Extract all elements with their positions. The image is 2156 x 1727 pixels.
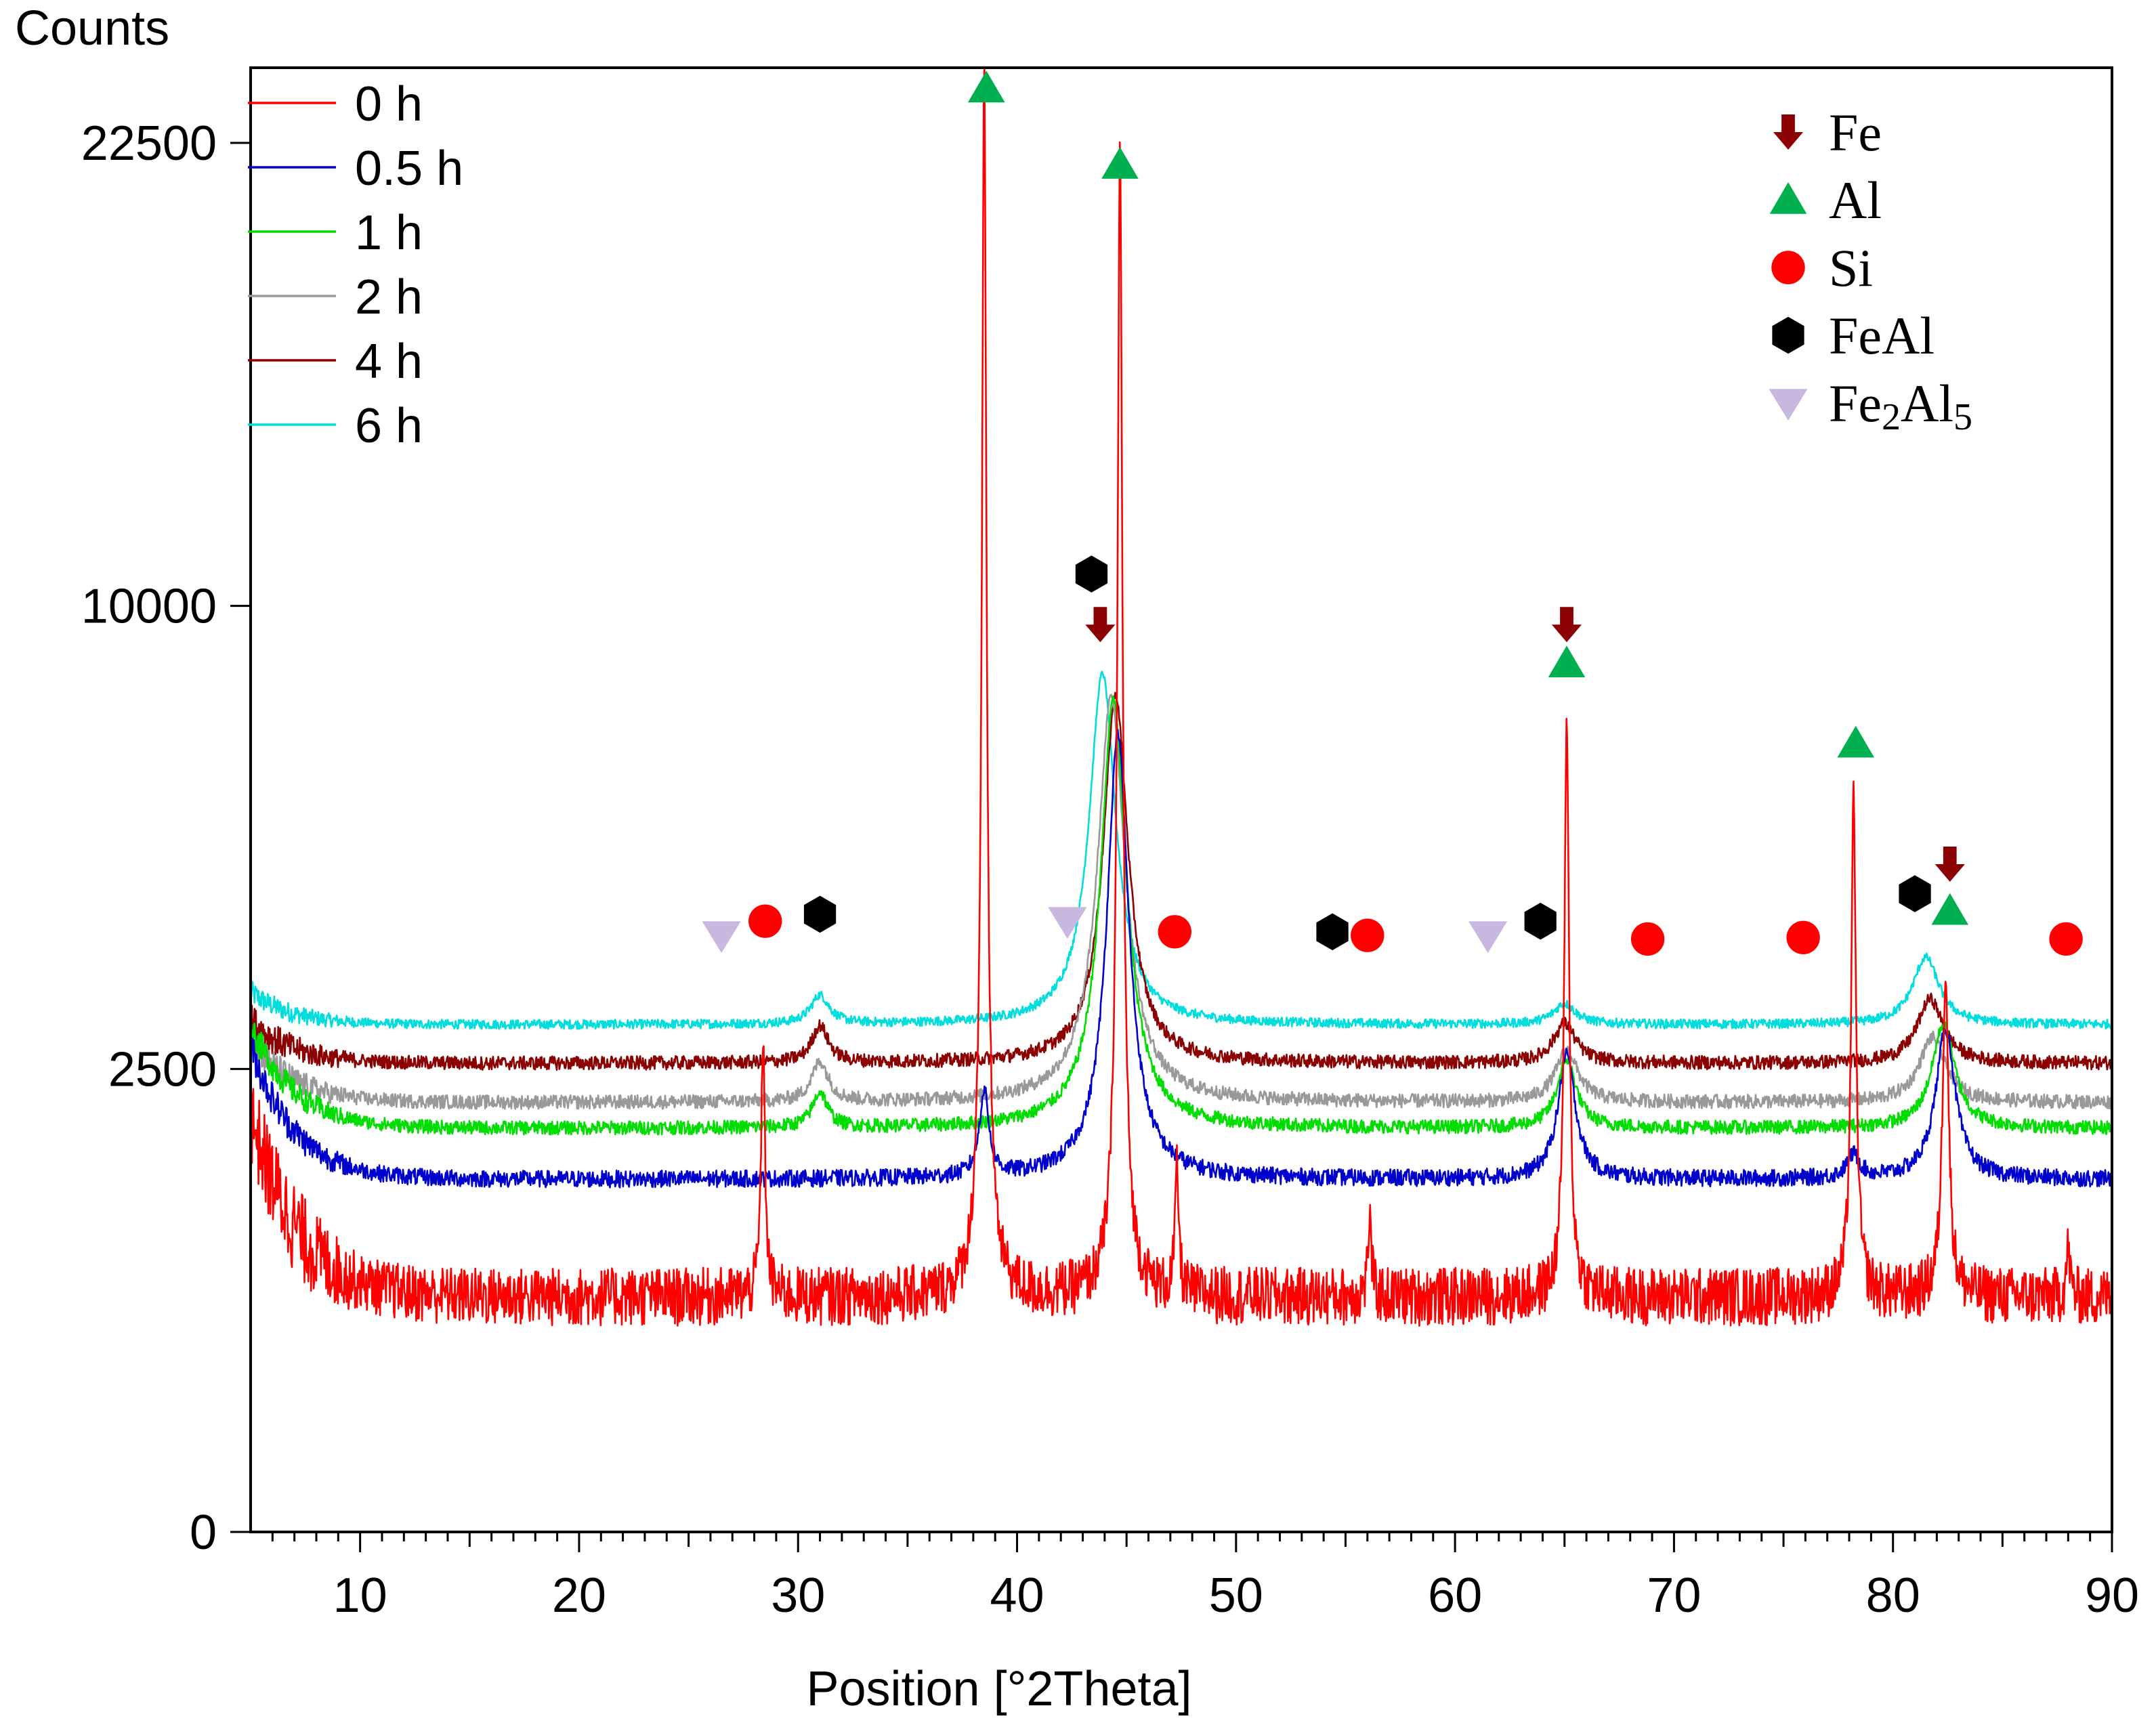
phase-legend-label: FeAl [1829,306,1935,365]
peak-marker-feal-icon [1075,555,1108,593]
peak-marker-si-icon [748,904,782,938]
peak-marker-al-icon [967,70,1005,103]
legend-label: 4 h [355,335,423,389]
peak-marker-fe-icon [1551,607,1582,643]
peak-marker-feal-icon [1316,913,1349,951]
peak-marker-fe2al5-icon [1048,907,1087,939]
legend-si-icon [1771,251,1805,284]
x-axis-label: Position [°2Theta] [806,1662,1191,1716]
series-line-6-h [249,670,2113,1030]
legend-fe2al5-icon [1769,389,1808,421]
peak-marker-al-icon [1548,645,1586,678]
phase-legend-label: Fe [1829,103,1882,162]
peak-marker-si-icon [2049,922,2083,956]
peak-marker-al-icon [1931,893,1969,925]
series-line-0-5-h [249,729,2113,1189]
legend-fe-icon [1773,114,1804,150]
series-line-4-h [249,691,2113,1071]
x-tick-label: 70 [1647,1569,1701,1623]
x-tick-label: 30 [771,1569,825,1623]
legend-label: 0.5 h [355,142,463,196]
peak-marker-al-icon [1101,147,1139,179]
x-tick-label: 60 [1428,1569,1482,1623]
legend-label: 2 h [355,270,423,324]
x-tick-label: 10 [333,1569,387,1623]
x-tick-label: 80 [1866,1569,1920,1623]
peak-marker-layer [702,70,2083,956]
series-layer [249,66,2113,1327]
peak-marker-fe2al5-icon [1468,921,1508,954]
series-line-2-h [249,694,2113,1110]
peak-marker-si-icon [1786,920,1820,955]
peak-marker-feal-icon [803,895,837,933]
x-tick-label: 50 [1209,1569,1263,1623]
axes: 10 20 30 40 50 60 70 80 90 0 2500 10000 22500 [81,66,2139,1623]
peak-marker-fe-icon [1935,846,1965,882]
y-axis-label: Counts [15,1,169,56]
y-tick-label: 22500 [81,116,217,171]
y-tick-label: 0 [190,1506,217,1560]
phase-legend-label: Fe2Al5 [1829,374,1972,438]
peak-marker-si-icon [1351,918,1385,952]
legend-feal-icon [1772,316,1804,354]
x-tick-label: 90 [2085,1569,2139,1623]
peak-marker-si-icon [1630,922,1665,956]
phase-legend-label: Al [1829,171,1882,230]
peak-marker-fe2al5-icon [702,921,741,954]
x-tick-label: 40 [990,1569,1044,1623]
series-line-0-h [249,66,2113,1327]
series-line-1-h [249,695,2113,1136]
x-tick-label: 20 [552,1569,606,1623]
peak-marker-si-icon [1158,915,1192,949]
peak-marker-al-icon [1837,725,1875,758]
legend-label: 0 h [355,77,423,131]
peak-marker-feal-icon [1524,902,1557,940]
legend-label: 1 h [355,206,423,260]
phase-legend-label: Si [1829,238,1873,297]
peak-marker-fe-icon [1085,607,1116,643]
y-tick-label: 2500 [108,1042,217,1096]
series-legend: 0 h 0.5 h 1 h 2 h 4 h 6 h [248,77,463,453]
legend-label: 6 h [355,399,423,453]
legend-al-icon [1769,182,1807,214]
y-tick-label: 10000 [81,580,217,634]
peak-marker-feal-icon [1899,875,1931,912]
plot-frame [249,66,2113,1533]
